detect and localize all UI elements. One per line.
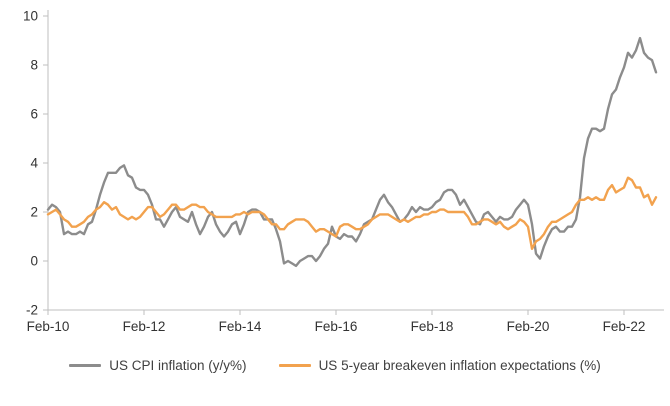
x-axis-tick-label: Feb-14 bbox=[219, 319, 262, 334]
x-axis-tick-label: Feb-18 bbox=[411, 319, 454, 334]
y-axis-tick-label: 2 bbox=[30, 205, 38, 220]
series-line-breakeven bbox=[46, 176, 658, 251]
y-axis-tick-label: 4 bbox=[30, 156, 38, 171]
y-axis-tick-label: 8 bbox=[30, 58, 38, 73]
y-axis-tick-label: 10 bbox=[23, 9, 38, 24]
x-axis-tick-label: Feb-20 bbox=[507, 319, 550, 334]
legend-item-cpi: US CPI inflation (y/y%) bbox=[69, 358, 247, 373]
series-line-cpi bbox=[46, 36, 658, 268]
cpi-legend-label: US CPI inflation (y/y%) bbox=[109, 358, 247, 373]
chart-area: -2 0 2 4 6 8 10 Feb-10 Feb-12 Feb-14 Feb-16 Feb-18 F… bbox=[23, 9, 664, 334]
legend-item-breakeven: US 5-year breakeven inflation expectatio… bbox=[278, 358, 601, 373]
y-axis-tick-label: 6 bbox=[30, 107, 38, 122]
y-axis-tick-label: 0 bbox=[30, 254, 38, 269]
x-axis-tick-label: Feb-12 bbox=[123, 319, 166, 334]
x-axis-tick-label: Feb-10 bbox=[27, 319, 70, 334]
x-axis-tick-label: Feb-16 bbox=[315, 319, 358, 334]
cpi-line-swatch bbox=[69, 364, 102, 367]
chart-legend: US CPI inflation (y/y%) US 5-year breake… bbox=[0, 358, 670, 373]
y-axis-tick-label: -2 bbox=[26, 303, 38, 318]
x-axis-tick-label: Feb-22 bbox=[603, 319, 646, 334]
breakeven-legend-label: US 5-year breakeven inflation expectatio… bbox=[318, 358, 601, 373]
inflation-line-chart: -2 0 2 4 6 8 10 Feb-10 Feb-12 Feb-14 Feb-16 Feb-18 F… bbox=[23, 9, 664, 334]
breakeven-line-swatch bbox=[278, 364, 311, 367]
